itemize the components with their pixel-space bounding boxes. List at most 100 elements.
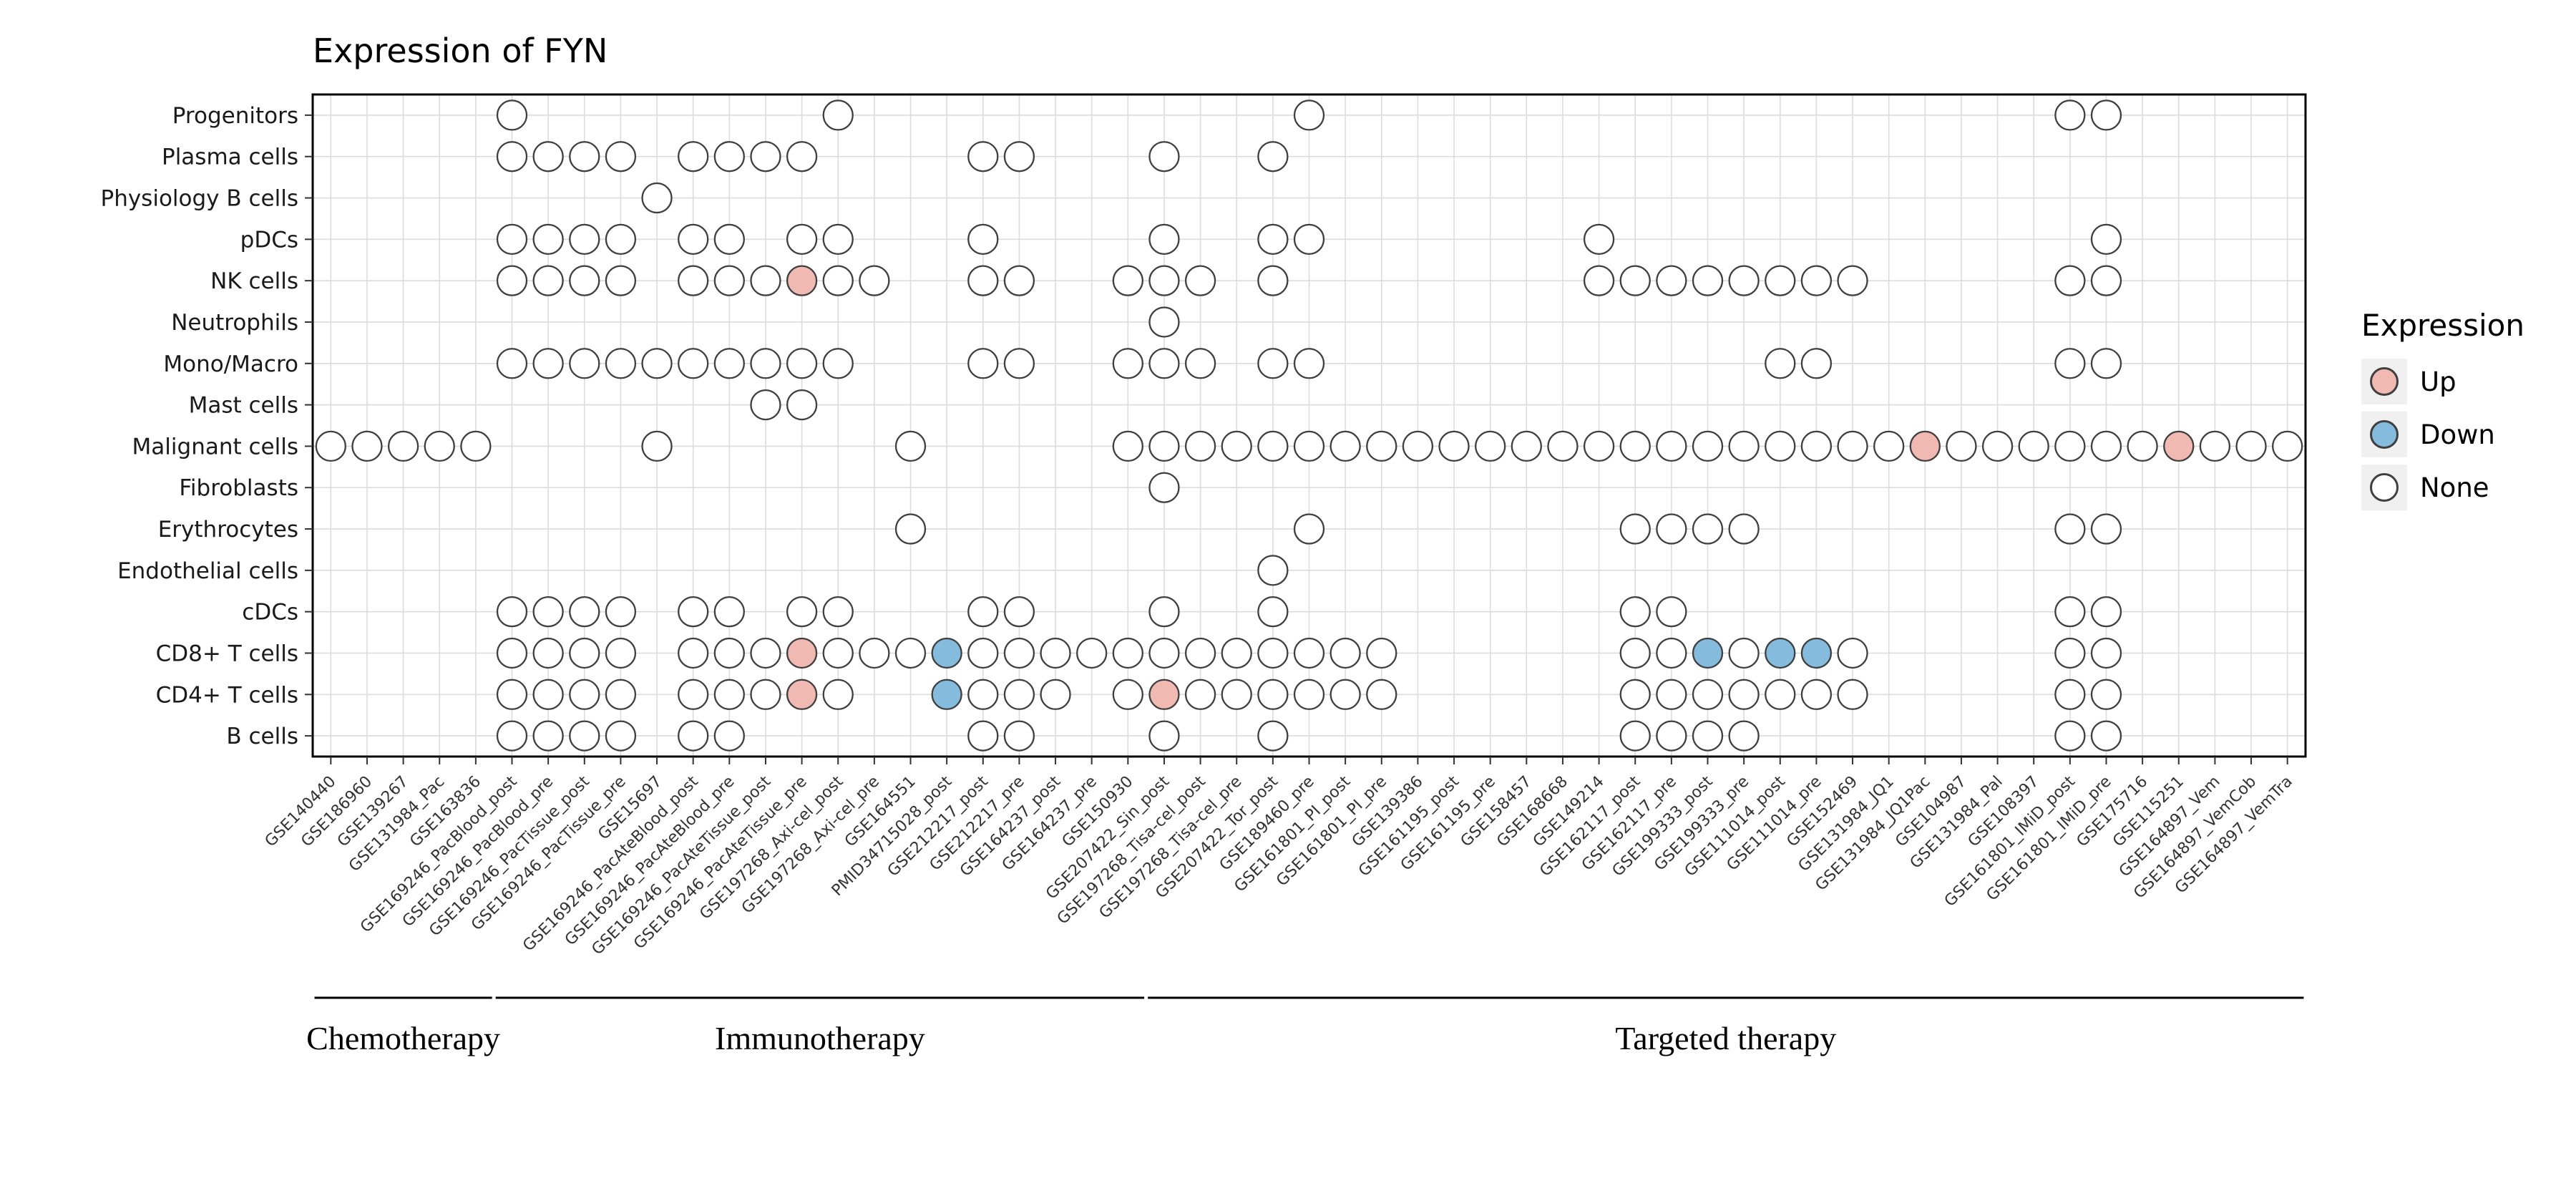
expression-dot-none xyxy=(967,720,999,752)
expression-dot-none xyxy=(1692,679,1724,710)
legend-key xyxy=(2361,359,2407,404)
expression-dot-none xyxy=(1692,720,1724,752)
legend: Expression Up Down None xyxy=(2361,308,2524,517)
expression-dot-none xyxy=(351,430,383,462)
expression-dot-none xyxy=(1800,430,1833,462)
expression-dot-none xyxy=(496,596,528,628)
expression-dot-none xyxy=(1040,637,1071,669)
expression-dot-none xyxy=(1003,596,1035,628)
expression-dot-none xyxy=(496,141,528,172)
expression-dot-none xyxy=(532,223,564,255)
expression-dot-none xyxy=(532,348,564,379)
expression-dot-none xyxy=(1656,430,1687,462)
expression-dot-none xyxy=(1656,720,1687,752)
row-label: cDCs xyxy=(242,600,298,626)
expression-dot-none xyxy=(713,348,745,379)
expression-dot-none xyxy=(569,348,600,379)
expression-dot-none xyxy=(1656,265,1687,296)
expression-dot-none xyxy=(2090,223,2122,255)
expression-dot-none xyxy=(496,99,528,131)
legend-item-label: Down xyxy=(2420,419,2495,450)
expression-dot-none xyxy=(786,348,818,379)
legend-key xyxy=(2361,412,2407,457)
expression-dot-none xyxy=(967,637,999,669)
expression-dot-none xyxy=(1184,265,1216,296)
expression-dot-none xyxy=(822,265,854,296)
expression-dot-none xyxy=(1293,99,1325,131)
expression-dot-none xyxy=(2090,430,2122,462)
expression-dot-none xyxy=(1656,513,1687,545)
row-label: Mono/Macro xyxy=(163,351,298,377)
legend-item-label: None xyxy=(2420,472,2489,503)
expression-dot-none xyxy=(496,265,528,296)
legend-item-down: Down xyxy=(2361,412,2524,457)
expression-dot-none xyxy=(1656,637,1687,669)
expression-dot-none xyxy=(2054,99,2086,131)
expression-dot-none xyxy=(2272,430,2303,462)
expression-dot-none xyxy=(605,348,637,379)
expression-dot-none xyxy=(1148,637,1180,669)
expression-dot-none xyxy=(1148,348,1180,379)
legend-item-none: None xyxy=(2361,465,2524,510)
expression-dot-none xyxy=(2235,430,2267,462)
expression-dot-none xyxy=(750,348,781,379)
expression-dot-none xyxy=(894,513,927,545)
expression-dot-none xyxy=(532,679,564,710)
expression-dot-none xyxy=(822,596,854,628)
expression-dot-none xyxy=(1148,141,1180,172)
expression-dot-none xyxy=(1257,637,1289,669)
expression-dot-none xyxy=(786,141,818,172)
expression-dot-none xyxy=(1003,348,1035,379)
expression-dot-none xyxy=(2054,430,2086,462)
expression-dot-none xyxy=(822,637,854,669)
expression-dot-none xyxy=(750,389,781,421)
expression-dot-none xyxy=(1837,265,1868,296)
expression-dot-none xyxy=(1619,679,1651,710)
expression-dot-none xyxy=(1257,555,1289,586)
expression-dot-none xyxy=(967,596,999,628)
expression-dot-none xyxy=(859,265,890,296)
expression-dot-none xyxy=(750,679,781,710)
expression-dot-none xyxy=(894,637,927,669)
expression-dot-none xyxy=(2127,430,2158,462)
axis-ticks xyxy=(305,114,2288,764)
expression-dot-none xyxy=(1184,637,1216,669)
row-label: Plasma cells xyxy=(162,145,298,170)
expression-dot-none xyxy=(1728,265,1760,296)
expression-dot-up xyxy=(1148,679,1180,710)
expression-dot-none xyxy=(2054,637,2086,669)
expression-dot-none xyxy=(1619,596,1651,628)
expression-dot-none xyxy=(1221,637,1252,669)
expression-dot-none xyxy=(1728,720,1760,752)
expression-dot-down xyxy=(931,679,962,710)
row-label: Neutrophils xyxy=(171,310,298,336)
expression-dot-none xyxy=(1656,596,1687,628)
row-label: Fibroblasts xyxy=(179,475,298,501)
expression-dot-none xyxy=(2054,720,2086,752)
expression-dot-none xyxy=(532,637,564,669)
expression-dot-none xyxy=(1003,679,1035,710)
expression-dots xyxy=(315,99,2303,752)
x-axis-labels: GSE140440GSE186960GSE139267GSE131984_Pac… xyxy=(262,772,2296,958)
expression-dot-none xyxy=(1003,720,1035,752)
expression-dot-none xyxy=(2090,596,2122,628)
expression-dot-none xyxy=(496,679,528,710)
expression-dot-none xyxy=(678,265,709,296)
expression-dot-none xyxy=(1148,306,1180,338)
row-label: Malignant cells xyxy=(132,434,298,460)
expression-dot-up xyxy=(1909,430,1941,462)
expression-dot-none xyxy=(605,720,637,752)
legend-items: Up Down None xyxy=(2361,359,2524,510)
expression-dot-none xyxy=(1728,430,1760,462)
expression-dot-none xyxy=(532,265,564,296)
expression-dot-none xyxy=(1692,513,1724,545)
expression-dot-none xyxy=(1583,430,1615,462)
expression-dot-none xyxy=(2054,513,2086,545)
expression-dot-none xyxy=(1366,637,1397,669)
expression-dot-none xyxy=(2054,679,2086,710)
expression-dot-none xyxy=(1003,141,1035,172)
expression-dot-none xyxy=(967,348,999,379)
expression-dot-none xyxy=(786,223,818,255)
